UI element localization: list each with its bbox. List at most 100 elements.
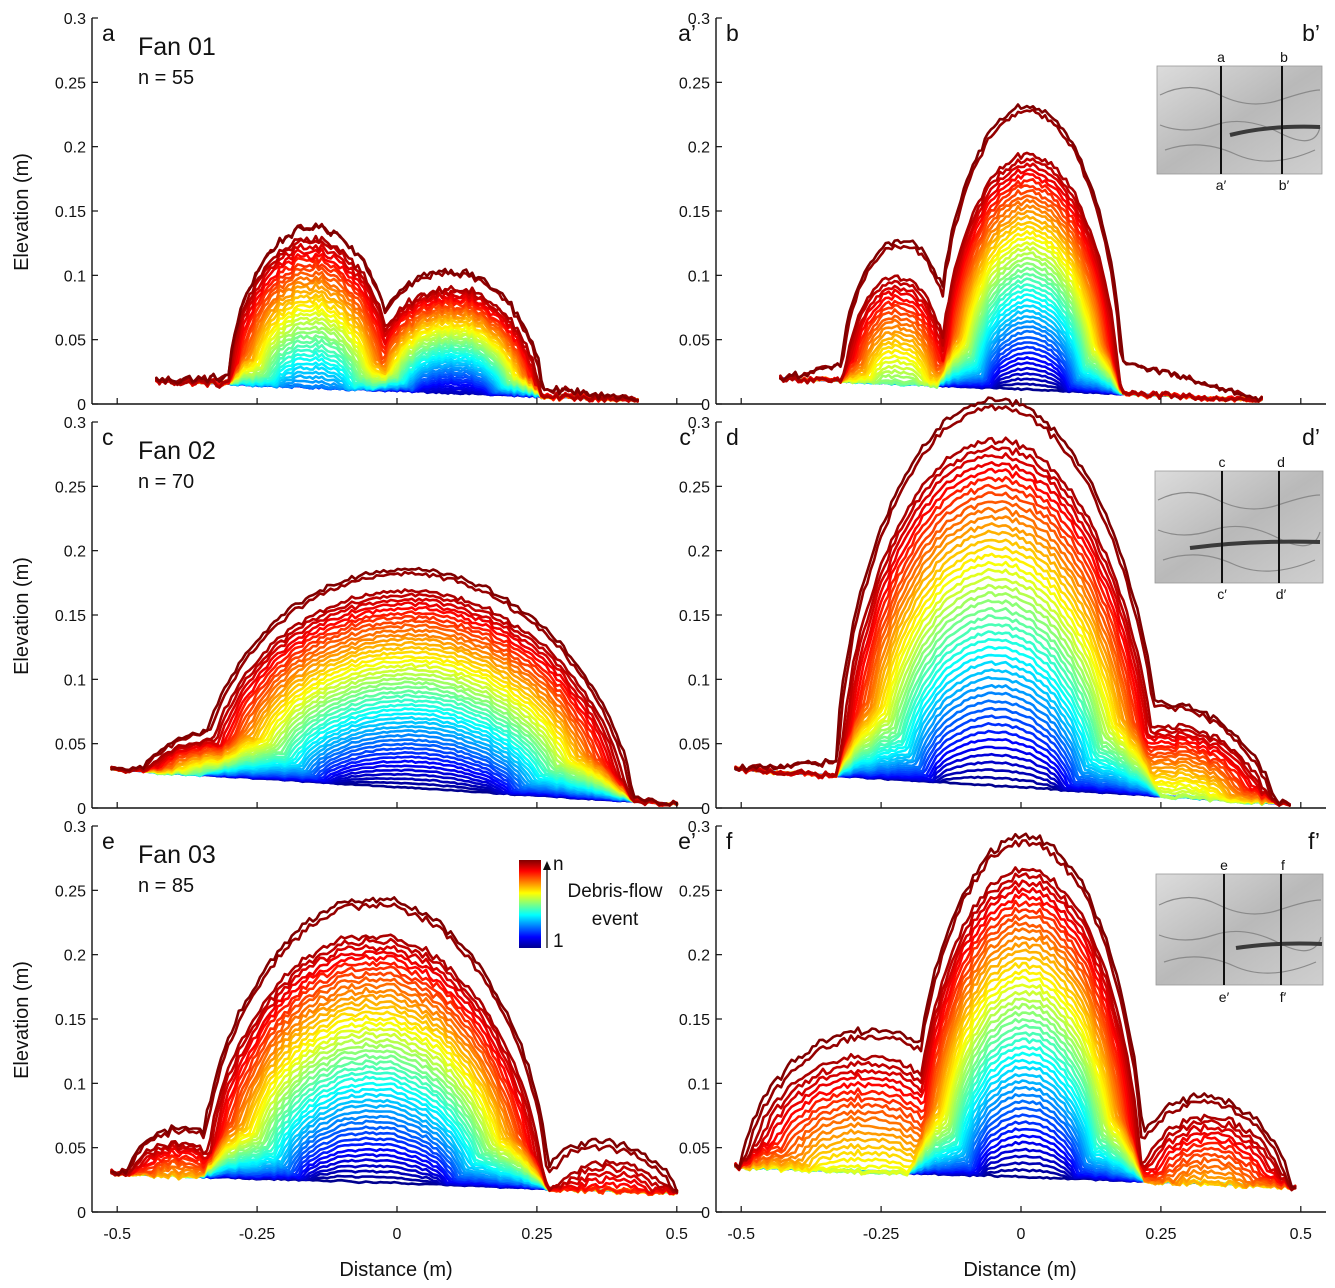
x-tick-label: 0.25 [1145,1226,1176,1243]
panel-e-corner-right: e’ [678,828,696,854]
profile-line [110,645,679,807]
y-tick-label: 0.1 [688,268,710,285]
panel-a-profiles [155,222,639,403]
x-tick-label: 0 [1017,1226,1026,1243]
profile-line [734,866,1297,1191]
profile-line [110,901,679,1192]
inset-1-texture [1159,86,1321,162]
x-tick-label: 0 [393,1226,402,1243]
profile-line [734,872,1297,1191]
profile-line [734,436,1291,807]
inset-1: a b a′ b′ [1156,49,1323,193]
profile-line [110,896,679,1193]
y-tick-label: 0 [77,397,86,414]
y-tick-label: 0.05 [679,737,710,754]
profile-line [110,662,679,806]
y-axis-label-row1: Elevation (m) [11,153,33,271]
inset-3-image [1155,873,1324,986]
inset-2-label-top-right: d [1277,454,1285,470]
profile-line [734,906,1297,1190]
y-tick-label: 0.2 [64,948,86,965]
profile-line [734,892,1297,1191]
y-tick-label: 0.3 [688,415,710,432]
inset-3-label-top-right: f [1281,857,1285,873]
x-tick-label: 0.5 [1290,1226,1312,1243]
panel-f: 0 0.05 0.1 0.15 0.2 0.25 0.3 -0.5 -0.25 0 0.25 0.5 f… [679,819,1326,1243]
y-tick-label: 0.05 [679,1141,710,1158]
fan-02-count: n = 70 [138,471,194,493]
inset-1-channel [1229,124,1321,137]
y-axis-label-row2: Elevation (m) [11,557,33,675]
y-tick-label: 0.15 [55,1012,86,1029]
profile-line [110,933,679,1194]
profile-line [110,676,679,807]
profile-line [110,618,679,807]
profile-line [779,157,1263,402]
profile-line [110,566,679,807]
profile-line [779,103,1263,402]
profile-line [110,672,679,806]
profile-line [110,685,679,807]
panel-f-profiles [734,832,1297,1192]
y-tick-label: 0.15 [679,608,710,625]
panel-f-corner-left: f [726,828,733,854]
x-axis-label-left: Distance (m) [339,1259,452,1281]
y-tick-label: 0.2 [688,544,710,561]
y-tick-label: 0.3 [64,11,86,28]
panel-b-corner-left: b [726,20,739,46]
y-tick-label: 0.05 [55,333,86,350]
y-tick-label: 0.15 [55,204,86,221]
profile-line [734,832,1297,1190]
profile-line [155,222,639,402]
inset-3-label-bottom-right: f′ [1280,989,1287,1005]
y-tick-label: 0.25 [55,479,86,496]
legend-title-line2: event [592,909,639,930]
profile-line [155,234,639,403]
panel-e-corner-left: e [102,828,115,854]
y-tick-label: 0 [701,1205,710,1222]
panel-c-corner-right: c’ [679,424,696,450]
profile-line [734,885,1297,1190]
inset-3-label-top-left: e [1220,857,1228,873]
y-tick-label: 0.3 [688,11,710,28]
legend-bottom-label: 1 [553,931,564,952]
profile-line [110,614,679,807]
panel-b-corner-right: b’ [1302,20,1320,46]
y-tick-label: 0.1 [64,1076,86,1093]
x-tick-label: 0.25 [521,1226,552,1243]
legend: n 1 Debris-flow event [519,854,663,952]
y-axis-label-row3: Elevation (m) [11,961,33,1079]
x-axis-label-right: Distance (m) [963,1259,1076,1281]
legend-title-line1: Debris-flow [567,881,662,902]
profile-line [734,920,1297,1190]
profile-line [110,954,679,1196]
y-tick-label: 0.2 [64,544,86,561]
profile-line [734,899,1297,1191]
y-tick-label: 0.1 [64,672,86,689]
profile-line [110,944,679,1194]
inset-2-label-bottom-left: c′ [1217,586,1227,602]
panel-b-profiles [779,103,1263,403]
profile-line [734,941,1297,1190]
inset-2-label-top-left: c [1219,454,1226,470]
y-tick-label: 0.25 [679,75,710,92]
panel-a-corner-left: a [102,20,115,46]
fan-02-title: Fan 02 [138,437,216,465]
profile-line [734,914,1297,1191]
profile-line [110,650,679,807]
x-tick-label: -0.5 [727,1226,755,1243]
panel-d-corner-right: d’ [1302,424,1320,450]
panels: 0 0.05 0.1 0.15 0.2 0.25 0.3 a a’ 0 0.05 0.1 0.15 0.2… [55,11,1326,1243]
y-tick-label: 0.05 [55,737,86,754]
inset-1-label-bottom-left: a′ [1216,177,1227,193]
inset-3-texture [1158,896,1322,974]
profile-line [734,927,1297,1190]
y-tick-label: 0 [701,397,710,414]
inset-3-label-bottom-left: e′ [1219,989,1230,1005]
inset-2-channel [1189,539,1321,550]
panel-c-profiles [110,566,679,807]
y-tick-label: 0.25 [55,75,86,92]
profile-line [110,636,679,806]
